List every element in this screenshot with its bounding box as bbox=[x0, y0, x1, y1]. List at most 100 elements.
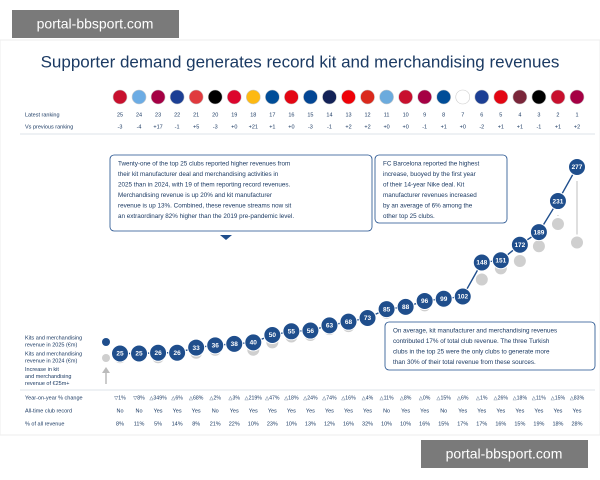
rank: 4 bbox=[518, 112, 521, 118]
point-2025 bbox=[111, 344, 129, 363]
annotation-text: than 30% of their total revenue from the… bbox=[393, 359, 536, 366]
point-2025 bbox=[301, 321, 320, 340]
annotation-text: Twenty-one of the top 25 clubs reported … bbox=[118, 161, 290, 168]
revenue-share: 8% bbox=[192, 421, 200, 427]
point-2024 bbox=[475, 273, 488, 286]
yoy-change: △18% bbox=[513, 395, 528, 401]
yoy-change: △11% bbox=[380, 395, 394, 401]
yoy-change: △15% bbox=[551, 395, 566, 401]
point-2024 bbox=[513, 255, 526, 267]
club-logo bbox=[550, 89, 566, 105]
club-record: Yes bbox=[401, 408, 410, 414]
point-2025 bbox=[510, 235, 529, 254]
club-logo bbox=[360, 89, 375, 105]
club-logo bbox=[455, 89, 471, 105]
point-2025 bbox=[568, 158, 586, 177]
value-label: 40 bbox=[250, 340, 258, 347]
legend-line: revenue in 2024 (€m) bbox=[25, 359, 77, 365]
row-label: Latest ranking bbox=[25, 112, 60, 118]
legend-line: Kits and merchandising bbox=[25, 336, 82, 342]
revenue-share: 10% bbox=[248, 421, 259, 427]
previous-ranking: +21 bbox=[249, 124, 258, 130]
previous-ranking: +1 bbox=[269, 124, 275, 130]
club-record: Yes bbox=[173, 408, 182, 414]
point-2025 bbox=[244, 333, 263, 352]
club-record: Yes bbox=[268, 408, 277, 414]
revenue-share: 15% bbox=[514, 421, 525, 427]
revenue-share: 14% bbox=[172, 421, 183, 427]
watermark-box bbox=[421, 440, 588, 468]
club-logo bbox=[398, 89, 413, 105]
watermark-box bbox=[12, 10, 179, 38]
club-logo bbox=[207, 89, 223, 105]
club-logo bbox=[303, 89, 318, 105]
value-label: 277 bbox=[572, 164, 583, 171]
rank: 25 bbox=[117, 112, 123, 118]
annotation-box bbox=[374, 154, 508, 224]
yoy-change: ▽8% bbox=[133, 395, 145, 401]
legend-swatch bbox=[102, 338, 110, 346]
value-label: 99 bbox=[440, 296, 448, 303]
club-record: Yes bbox=[363, 408, 372, 414]
legend-line: revenue in 2025 (€m) bbox=[25, 343, 77, 349]
revenue-share: 12% bbox=[324, 421, 335, 427]
club-record: Yes bbox=[496, 408, 505, 414]
legend-label: Kits and merchandising revenue in 2025 (€… bbox=[25, 336, 82, 349]
yoy-change: △3% bbox=[229, 395, 241, 401]
row-label: All-time club record bbox=[25, 408, 72, 414]
revenue-share: 17% bbox=[457, 421, 468, 427]
point-2025 bbox=[320, 316, 339, 335]
value-label: 148 bbox=[476, 260, 487, 267]
yoy-change: △6% bbox=[171, 395, 183, 401]
club-logo bbox=[284, 89, 299, 105]
club-logo bbox=[188, 89, 204, 105]
club-record: Yes bbox=[458, 408, 467, 414]
rank: 5 bbox=[499, 112, 502, 118]
rank: 7 bbox=[461, 112, 464, 118]
club-record: No bbox=[136, 408, 143, 414]
annotation-text: FC Barcelona reported the highest bbox=[383, 161, 480, 168]
point-2025 bbox=[453, 287, 472, 306]
yoy-change: △11% bbox=[532, 395, 546, 401]
revenue-share: 16% bbox=[343, 421, 354, 427]
chart-title: Supporter demand generates record kit an… bbox=[41, 52, 560, 71]
value-label: 68 bbox=[345, 319, 353, 326]
point-2024 bbox=[532, 240, 545, 253]
club-logo bbox=[226, 89, 242, 105]
point-2025 bbox=[206, 336, 225, 355]
previous-ranking: +0 bbox=[460, 124, 466, 130]
club-record: Yes bbox=[515, 408, 524, 414]
previous-ranking: +1 bbox=[441, 124, 447, 130]
point-2025 bbox=[187, 338, 206, 357]
club-logo bbox=[150, 89, 166, 105]
rank: 13 bbox=[345, 112, 351, 118]
yoy-change: △24% bbox=[303, 395, 318, 401]
previous-ranking: +0 bbox=[288, 124, 294, 130]
yoy-change: △83% bbox=[570, 395, 585, 401]
revenue-share: 21% bbox=[210, 421, 221, 427]
value-label: 33 bbox=[193, 345, 201, 352]
point-2025 bbox=[434, 289, 453, 308]
previous-ranking: +0 bbox=[402, 124, 408, 130]
yoy-change: △16% bbox=[341, 395, 356, 401]
revenue-share: 10% bbox=[400, 421, 411, 427]
club-record: Yes bbox=[553, 408, 562, 414]
previous-ranking: -1 bbox=[175, 124, 180, 130]
club-record: Yes bbox=[230, 408, 239, 414]
point-2025 bbox=[396, 297, 415, 316]
yoy-change: △18% bbox=[284, 395, 299, 401]
rank: 16 bbox=[288, 112, 294, 118]
annotation-text: their kit manufacturer deal and merchand… bbox=[118, 171, 279, 178]
rank: 22 bbox=[174, 112, 180, 118]
rank: 1 bbox=[575, 112, 578, 118]
annotation-text: 2025 than in 2024, with 19 of them repor… bbox=[118, 182, 290, 189]
club-record: Yes bbox=[306, 408, 315, 414]
value-label: 55 bbox=[288, 329, 296, 336]
revenue-share: 10% bbox=[381, 421, 392, 427]
club-record: Yes bbox=[420, 408, 429, 414]
yoy-change: △26% bbox=[494, 395, 509, 401]
rank: 10 bbox=[403, 112, 409, 118]
previous-ranking: -1 bbox=[327, 124, 332, 130]
point-2025 bbox=[491, 251, 510, 270]
legend-line: and merchandising bbox=[25, 374, 71, 380]
